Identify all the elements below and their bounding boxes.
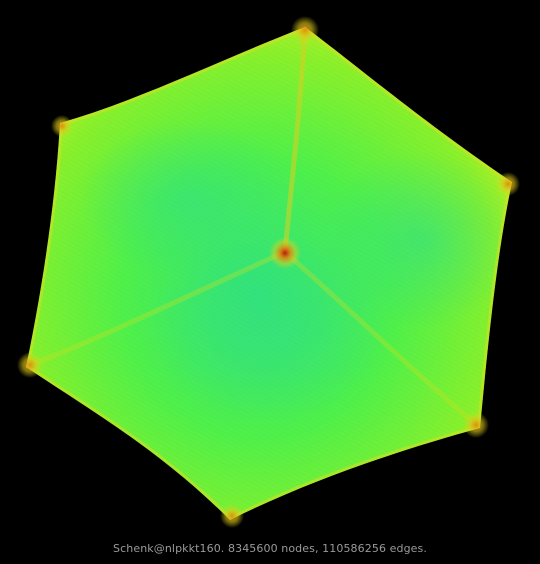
graph-caption: Schenk@nlpkkt160. 8345600 nodes, 1105862… [113, 542, 427, 555]
ridge-right [283, 250, 482, 430]
central-hub [269, 237, 301, 269]
corner-upper-right [496, 172, 520, 196]
corner-lower-right [463, 412, 489, 438]
ridge-top [282, 27, 308, 253]
corner-upper-left [51, 115, 73, 137]
corner-bottom [220, 504, 244, 528]
corner-lower-left [17, 352, 43, 378]
corner-top [291, 16, 319, 44]
ridge-left [26, 249, 287, 370]
